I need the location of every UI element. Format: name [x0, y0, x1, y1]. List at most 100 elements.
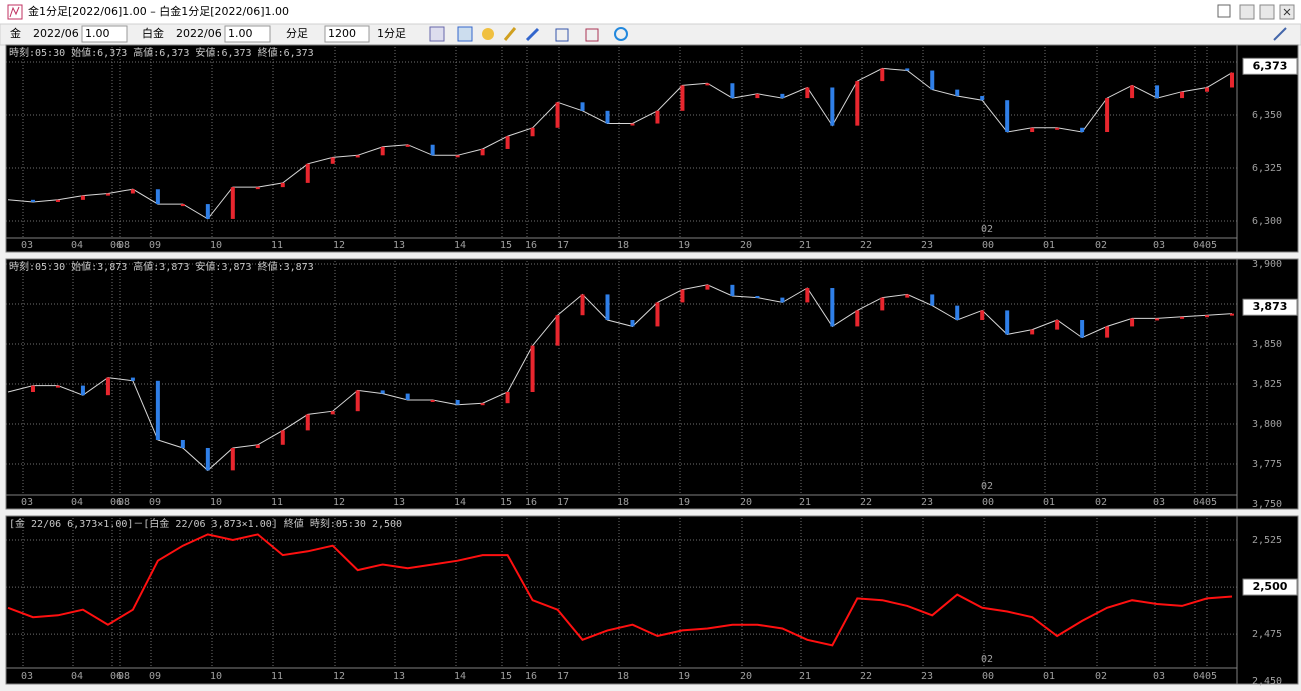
- restore-button[interactable]: [1217, 4, 1231, 18]
- x-tick-label: 13: [393, 240, 405, 251]
- panel-background: [5, 44, 1299, 253]
- candle: [1055, 320, 1060, 330]
- tool-button[interactable]: [429, 26, 445, 42]
- last-value-box: [1242, 578, 1298, 596]
- count-input[interactable]: [324, 25, 370, 43]
- marker-label: 02: [981, 654, 993, 665]
- x-tick-label: 17: [557, 497, 569, 508]
- candle: [480, 148, 485, 156]
- x-tick-label: 09: [149, 671, 161, 682]
- candle: [330, 411, 335, 415]
- y-tick-label: 3,825: [1252, 379, 1282, 390]
- tool-button[interactable]: [585, 28, 599, 42]
- y-tick-label: 2,450: [1252, 676, 1282, 687]
- app-icon-glyph: [9, 6, 20, 18]
- candle: [705, 83, 710, 86]
- candle: [280, 430, 285, 445]
- candle: [1030, 329, 1035, 335]
- y-tick-label: 3,850: [1252, 339, 1282, 350]
- settings-button[interactable]: [1273, 27, 1287, 41]
- candle: [255, 444, 260, 448]
- candle: [80, 385, 85, 396]
- x-tick-label: 03: [21, 671, 33, 682]
- candle: [455, 155, 460, 158]
- candle: [1005, 100, 1010, 133]
- tool-button[interactable]: [457, 26, 473, 42]
- x-tick-label: 03: [1153, 240, 1165, 251]
- candle: [505, 391, 510, 404]
- candle: [880, 68, 885, 82]
- last-value-label: 6,373: [1253, 59, 1288, 72]
- candle: [1230, 72, 1234, 88]
- multiplier-1-input[interactable]: [81, 25, 128, 43]
- unit-select[interactable]: 分足: [286, 27, 308, 40]
- x-tick-label: 03: [21, 240, 33, 251]
- marker-label: 02: [981, 481, 993, 492]
- x-tick-label: 11: [271, 240, 283, 251]
- candle: [655, 110, 660, 124]
- candle: [1105, 326, 1110, 338]
- candle: [180, 439, 185, 448]
- multiplier-2: 1.00: [228, 27, 253, 40]
- x-tick-label: 23: [921, 497, 933, 508]
- tool-button[interactable]: [525, 27, 540, 42]
- candle: [1105, 98, 1110, 133]
- x-tick-label: 21: [799, 671, 811, 682]
- candle: [1205, 87, 1210, 92]
- y-tick-label: 2,475: [1252, 629, 1282, 640]
- x-tick-label: 08: [118, 497, 130, 508]
- x-tick-label: 19: [678, 497, 690, 508]
- x-tick-label: 09: [149, 497, 161, 508]
- tool-button[interactable]: [503, 27, 517, 41]
- tool-button[interactable]: [555, 28, 569, 42]
- candle: [755, 296, 760, 299]
- candle: [55, 199, 60, 202]
- multiplier-2-input[interactable]: [224, 25, 271, 43]
- x-tick-label: 18: [617, 671, 629, 682]
- x-tick-label: 05: [1205, 497, 1217, 508]
- x-tick-label: 08: [118, 240, 130, 251]
- candle: [1230, 313, 1234, 316]
- x-tick-label: 04: [1193, 240, 1205, 251]
- x-tick-label: 02: [1095, 671, 1107, 682]
- x-tick-label: 16: [525, 671, 537, 682]
- x-tick-label: 05: [1205, 240, 1217, 251]
- candle: [1180, 91, 1185, 99]
- panel-info: [金 22/06 6,373×1.00]－[白金 22/06 3,873×1.0…: [9, 517, 402, 530]
- x-tick-label: 00: [982, 671, 994, 682]
- candle: [905, 68, 910, 71]
- candle: [1155, 85, 1160, 99]
- x-tick-label: 05: [1205, 671, 1217, 682]
- month-1: 2022/06: [33, 27, 79, 40]
- y-tick-label: 3,800: [1252, 419, 1282, 430]
- candle: [305, 163, 310, 183]
- candle: [880, 297, 885, 311]
- month-2: 2022/06: [176, 27, 222, 40]
- tool-button[interactable]: [482, 28, 494, 40]
- count: 1200: [328, 27, 356, 40]
- candle: [805, 87, 810, 99]
- x-tick-label: 04: [71, 671, 83, 682]
- x-tick-label: 23: [921, 240, 933, 251]
- refresh-button[interactable]: [614, 27, 628, 41]
- candle: [280, 182, 285, 188]
- candle: [780, 297, 785, 303]
- x-tick-label: 04: [71, 497, 83, 508]
- candle: [780, 93, 785, 99]
- candle: [705, 284, 710, 290]
- candle: [105, 193, 110, 196]
- multiplier-1: 1.00: [85, 27, 110, 40]
- candle: [530, 127, 535, 137]
- candle: [905, 294, 910, 298]
- x-tick-label: 10: [210, 671, 222, 682]
- x-tick-label: 20: [740, 497, 752, 508]
- x-tick-label: 20: [740, 240, 752, 251]
- minimize-button[interactable]: [1239, 4, 1255, 20]
- period-select[interactable]: 1分足: [377, 27, 406, 40]
- price-line: [7, 533, 1233, 647]
- candle: [1130, 85, 1135, 99]
- maximize-button[interactable]: [1259, 4, 1275, 20]
- x-tick-label: 11: [271, 671, 283, 682]
- candle: [680, 85, 685, 111]
